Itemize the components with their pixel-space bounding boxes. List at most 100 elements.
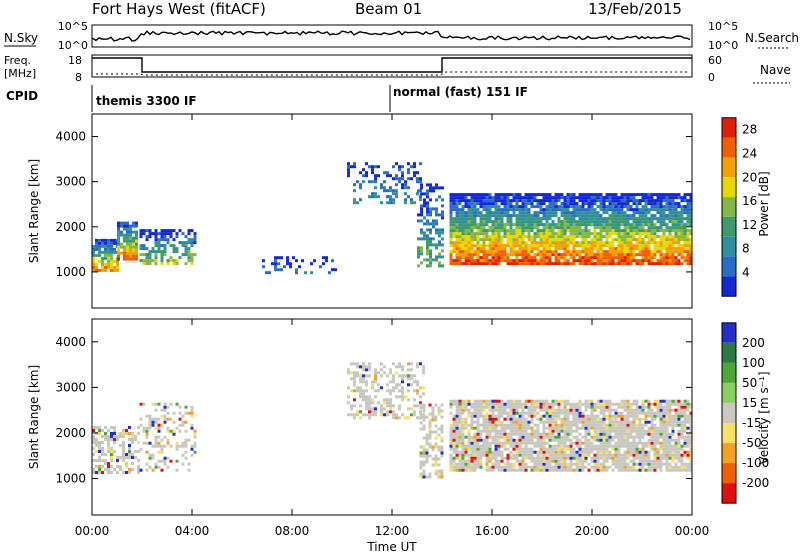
scatter-cell (98, 247, 101, 251)
scatter-cell (659, 214, 663, 218)
scatter-cell (629, 250, 633, 254)
scatter-cell (596, 402, 600, 406)
scatter-cell (584, 414, 588, 418)
scatter-cell (569, 420, 573, 424)
scatter-cell (611, 202, 615, 206)
scatter-cell (659, 417, 663, 421)
scatter-cell (467, 253, 471, 257)
scatter-cell (154, 438, 158, 442)
scatter-cell (518, 226, 522, 230)
scatter-cell (356, 413, 359, 417)
scatter-cell (497, 432, 501, 436)
scatter-cell (163, 238, 167, 242)
scatter-cell (401, 398, 404, 402)
scatter-cell (572, 414, 576, 418)
scatter-cell (92, 453, 95, 456)
scatter-cell (129, 251, 132, 255)
scatter-cell (620, 247, 624, 251)
scatter-cell (479, 414, 483, 418)
scatter-cell (644, 429, 648, 433)
scatter-cell (389, 398, 392, 402)
scatter-cell (113, 247, 116, 251)
scatter-cell (440, 409, 444, 413)
scatter-cell (668, 253, 672, 257)
scatter-cell (512, 214, 516, 218)
scatter-cell (470, 468, 474, 472)
scatter-cell (626, 208, 630, 212)
scatter-cell (148, 465, 152, 469)
scatter-cell (602, 426, 606, 430)
scatter-cell (536, 468, 540, 472)
scatter-cell (479, 214, 483, 218)
scatter-cell (527, 405, 531, 409)
scatter-cell (641, 238, 645, 242)
scatter-cell (536, 435, 540, 439)
scatter-cell (485, 244, 489, 248)
scatter-cell (608, 429, 612, 433)
scatter-cell (512, 417, 516, 421)
scatter-cell (629, 414, 633, 418)
scatter-cell (560, 253, 564, 257)
scatter-cell (635, 414, 639, 418)
scatter-cell (659, 453, 663, 457)
scatter-cell (419, 198, 422, 202)
scatter-cell (395, 183, 398, 187)
scatter-cell (647, 247, 651, 251)
scatter-cell (662, 196, 666, 200)
scatter-cell (383, 186, 386, 190)
scatter-cell (132, 242, 135, 246)
scatter-cell (506, 459, 510, 463)
scatter-cell (656, 447, 660, 451)
scatter-cell (172, 244, 176, 248)
scatter-cell (172, 247, 176, 251)
scatter-cell (563, 438, 567, 442)
scatter-cell (674, 208, 678, 212)
scatter-cell (578, 256, 582, 260)
scatter-cell (500, 202, 504, 206)
scatter-cell (154, 462, 158, 466)
scatter-cell (458, 408, 462, 412)
scatter-cell (509, 220, 513, 224)
scatter-cell (434, 454, 438, 458)
scatter-cell (686, 250, 690, 254)
scatter-cell (482, 238, 486, 242)
scatter-cell (429, 264, 432, 268)
scatter-cell (416, 380, 419, 384)
scatter-cell (551, 405, 555, 409)
scatter-cell (632, 238, 636, 242)
scatter-cell (479, 444, 483, 448)
scatter-cell (611, 453, 615, 457)
scatter-cell (422, 403, 426, 407)
scatter-cell (569, 253, 573, 257)
scatter-cell (452, 465, 456, 469)
scatter-cell (95, 444, 98, 447)
scatter-cell (410, 362, 413, 366)
scatter-cell (440, 439, 444, 443)
scatter-cell (554, 223, 558, 227)
scatter-cell (452, 202, 456, 206)
scatter-cell (485, 429, 489, 433)
scatter-cell (500, 214, 504, 218)
scatter-cell (154, 238, 158, 242)
scatter-cell (98, 250, 101, 254)
scatter-cell (380, 404, 383, 408)
scatter-cell (653, 250, 657, 254)
scatter-cell (602, 250, 606, 254)
scatter-cell (119, 444, 122, 447)
scatter-cell (420, 249, 423, 253)
scatter-cell (680, 262, 684, 266)
scatter-cell (95, 262, 98, 266)
scatter-cell (542, 468, 546, 472)
scatter-cell (620, 441, 624, 445)
scatter-cell (545, 256, 549, 260)
scatter-cell (659, 402, 663, 406)
scatter-cell (590, 214, 594, 218)
scatter-cell (386, 389, 389, 393)
scatter-cell (126, 257, 129, 261)
scatter-cell (491, 450, 495, 454)
scatter-cell (113, 429, 116, 432)
scatter-cell (389, 407, 392, 411)
scatter-cell (611, 447, 615, 451)
scatter-cell (533, 259, 537, 263)
scatter-cell (374, 174, 377, 178)
